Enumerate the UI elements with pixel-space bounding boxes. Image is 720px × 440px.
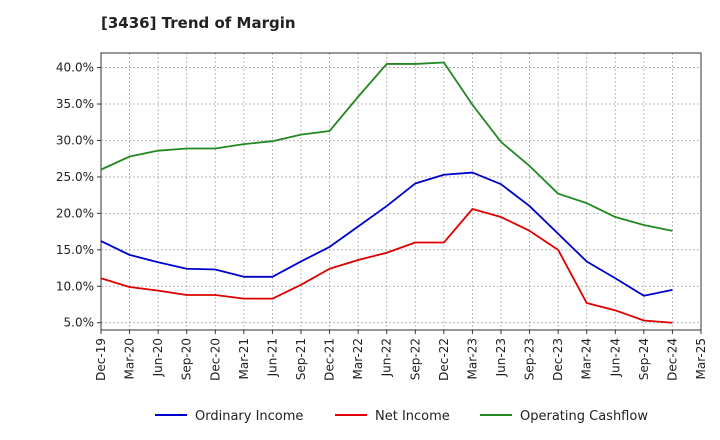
chart-title: [3436] Trend of Margin bbox=[101, 14, 296, 32]
y-tick-label: 20.0% bbox=[56, 206, 94, 220]
x-tick-label: Sep-20 bbox=[180, 338, 194, 380]
x-tick-label: Sep-22 bbox=[408, 338, 422, 380]
y-tick-label: 10.0% bbox=[56, 279, 94, 293]
x-tick-label: Mar-21 bbox=[237, 338, 251, 379]
series-line-operating-cashflow bbox=[100, 61, 673, 232]
x-tick-label: Mar-25 bbox=[694, 338, 708, 379]
plot-frame bbox=[100, 52, 702, 331]
x-tick-label: Mar-20 bbox=[123, 338, 137, 379]
series-line-net-income bbox=[100, 208, 673, 324]
x-tick-label: Sep-21 bbox=[294, 338, 308, 380]
x-tick-label: Dec-19 bbox=[94, 338, 108, 381]
y-tick-label: 40.0% bbox=[56, 61, 94, 75]
legend-label-operating-cashflow: Operating Cashflow bbox=[520, 409, 648, 424]
x-tick-label: Jun-23 bbox=[494, 338, 508, 377]
legend-label-ordinary-income: Ordinary Income bbox=[195, 409, 303, 424]
x-tick-label: Jun-20 bbox=[151, 338, 165, 377]
y-tick-label: 5.0% bbox=[64, 316, 95, 330]
x-tick-label: Dec-23 bbox=[551, 338, 565, 381]
y-tick-label: 25.0% bbox=[56, 170, 94, 184]
x-tick-label: Dec-22 bbox=[437, 338, 451, 381]
x-tick-label: Dec-24 bbox=[665, 338, 679, 381]
plot-area bbox=[101, 53, 701, 330]
x-tick-label: Jun-21 bbox=[265, 338, 279, 377]
x-tick-label: Jun-24 bbox=[608, 338, 622, 377]
x-tick-label: Mar-22 bbox=[351, 338, 365, 379]
y-tick-label: 35.0% bbox=[56, 97, 94, 111]
x-tick-label: Mar-23 bbox=[465, 338, 479, 379]
x-tick-label: Sep-24 bbox=[637, 338, 651, 380]
legend-label-net-income: Net Income bbox=[375, 409, 450, 424]
x-tick-label: Dec-20 bbox=[208, 338, 222, 381]
series-line-ordinary-income bbox=[100, 171, 673, 297]
x-tick-label: Mar-24 bbox=[580, 338, 594, 379]
x-tick-label: Dec-21 bbox=[323, 338, 337, 381]
x-tick-label: Jun-22 bbox=[380, 338, 394, 377]
y-tick-label: 15.0% bbox=[56, 243, 94, 257]
y-tick-label: 30.0% bbox=[56, 133, 94, 147]
x-tick-label: Sep-23 bbox=[523, 338, 537, 380]
